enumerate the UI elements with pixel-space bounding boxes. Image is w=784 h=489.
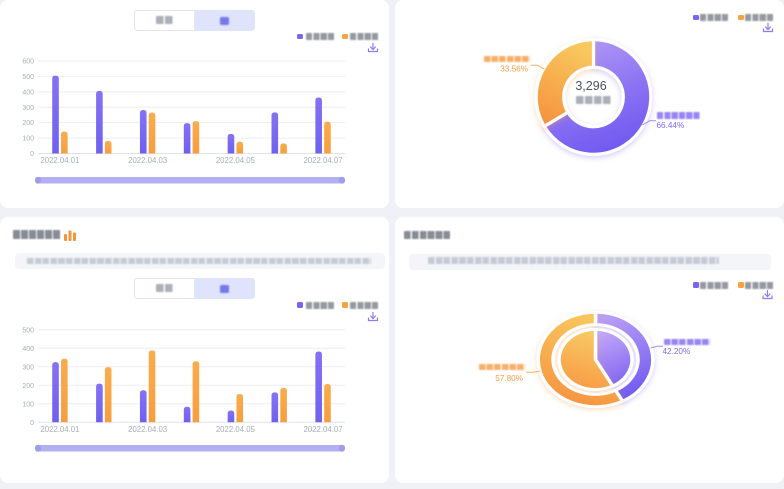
- svg-text:33.56%: 33.56%: [500, 65, 528, 74]
- svg-text:600: 600: [22, 59, 34, 66]
- svg-text:500: 500: [22, 327, 34, 334]
- svg-text:2022.04.03: 2022.04.03: [128, 425, 167, 434]
- svg-text:2022.04.05: 2022.04.05: [216, 156, 256, 165]
- svg-text:2022.04.01: 2022.04.01: [40, 156, 79, 165]
- svg-text:500: 500: [22, 74, 34, 81]
- svg-text:300: 300: [22, 364, 34, 371]
- svg-text:300: 300: [22, 105, 34, 112]
- svg-text:2022.04.01: 2022.04.01: [40, 425, 79, 434]
- svg-text:2022.04.05: 2022.04.05: [216, 425, 256, 434]
- svg-text:2022.04.07: 2022.04.07: [304, 156, 343, 165]
- svg-text:100: 100: [22, 136, 34, 143]
- svg-text:400: 400: [22, 346, 34, 353]
- svg-text:200: 200: [22, 383, 34, 390]
- svg-text:400: 400: [22, 89, 34, 96]
- svg-text:2022.04.07: 2022.04.07: [304, 425, 343, 434]
- svg-text:0: 0: [30, 151, 34, 158]
- svg-text:66.44%: 66.44%: [657, 121, 685, 130]
- svg-text:57.80%: 57.80%: [495, 374, 523, 383]
- svg-text:42.20%: 42.20%: [663, 347, 691, 356]
- svg-text:200: 200: [22, 120, 34, 127]
- svg-text:100: 100: [22, 401, 34, 408]
- svg-text:0: 0: [30, 420, 34, 427]
- svg-text:2022.04.03: 2022.04.03: [128, 156, 167, 165]
- svg-text:3,296: 3,296: [575, 79, 606, 93]
